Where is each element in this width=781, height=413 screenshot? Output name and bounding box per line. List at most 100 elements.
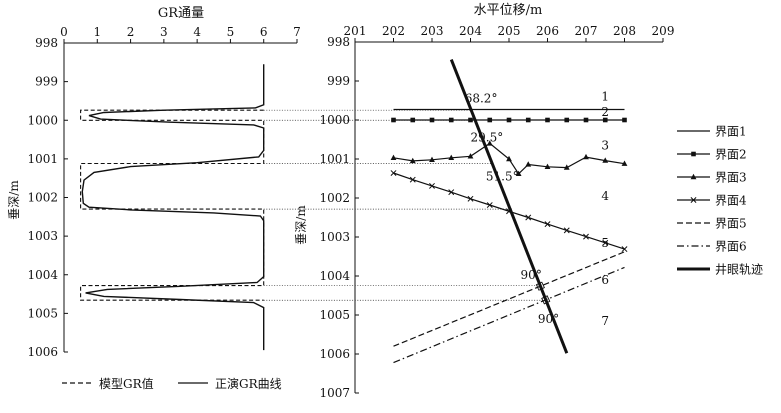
interface-line [393, 251, 625, 347]
right-x-tick-label: 204 [459, 24, 482, 38]
chart-annotation: 90° [521, 268, 542, 282]
left-x-tick-label: 5 [227, 25, 235, 39]
right-y-tick-label: 1005 [319, 308, 350, 322]
square-marker [487, 117, 493, 123]
triangle-marker [544, 163, 551, 169]
right-y-tick-label: 998 [327, 35, 350, 49]
interface-series-3 [390, 140, 628, 177]
triangle-marker [583, 153, 589, 160]
forward-gr-series [81, 64, 265, 351]
x-marker [544, 221, 551, 228]
interface-series-5 [393, 251, 625, 347]
left-x-tick-label: 2 [127, 25, 135, 39]
well-trajectory-line [449, 59, 569, 354]
legend-label: 界面5 [715, 217, 747, 231]
left-x-tick-label: 7 [293, 25, 301, 39]
triangle-marker [429, 156, 435, 162]
x-marker [390, 170, 397, 176]
legend-label: 界面3 [715, 171, 747, 185]
right-x-tick-label: 206 [536, 24, 559, 38]
right-y-tick-label: 1001 [319, 152, 350, 166]
triangle-marker [515, 170, 522, 177]
x-marker [525, 214, 532, 221]
right-x-tick-label: 203 [421, 24, 444, 38]
chart-annotation: 68.2° [465, 91, 498, 105]
right-axes: 201 202 203 204 205 206 207 208 209 998 999 1000 100… [319, 24, 674, 400]
triangle-marker [409, 157, 416, 164]
right-y-tick-label: 1006 [319, 347, 350, 361]
interface-series-6 [393, 266, 625, 364]
legend-label: 界面1 [715, 125, 747, 139]
legend-item: 界面3 [677, 171, 747, 185]
right-x-tick-label: 202 [382, 24, 405, 38]
right-y-tick-label: 1007 [319, 386, 350, 400]
right-y-axis-label: 垂深/m [294, 205, 308, 245]
interface-series-2 [391, 117, 627, 123]
legend-item: 界面5 [677, 217, 747, 231]
x-marker [583, 233, 589, 240]
square-marker [622, 117, 627, 123]
left-chart-title: GR通量 [158, 6, 204, 21]
triangle-marker [525, 161, 532, 167]
square-marker [448, 117, 454, 123]
x-marker [467, 195, 474, 202]
x-marker [429, 182, 435, 189]
left-y-tick-label: 998 [35, 36, 58, 50]
chart-annotation: 3 [601, 138, 609, 152]
right-x-tick-label: 208 [613, 24, 636, 38]
right-y-tick-label: 1003 [319, 230, 350, 244]
legend-item: 界面6 [677, 240, 747, 254]
triangle-marker [390, 154, 397, 161]
left-y-tick-label: 1003 [27, 229, 58, 243]
square-marker [525, 117, 531, 123]
left-y-tick-label: 1000 [27, 113, 58, 127]
left-y-tick-label: 1001 [27, 152, 58, 166]
gr-log-panel: GR通量 垂深/m 0 1 2 3 4 5 6 7 998 999 1000 1001 1002 1003… [7, 6, 301, 359]
interface-series-7 [449, 59, 569, 354]
right-annotations: 68.2° 29.5° 51.5° 90° 90° 12 3 4 5 6 7 [465, 90, 610, 328]
x-marker [486, 202, 493, 208]
right-y-tick-label: 1002 [319, 191, 350, 205]
square-marker [391, 117, 396, 123]
left-y-axis-label: 垂深/m [7, 180, 21, 220]
chart-annotation: 7 [601, 314, 609, 328]
chart-annotation: 90° [538, 312, 559, 326]
right-angle-marker [541, 295, 551, 305]
right-x-tick-label: 205 [498, 24, 521, 38]
depth-guide-lines [263, 109, 547, 301]
legend-item: 界面1 [677, 125, 747, 139]
left-y-tick-label: 1006 [27, 345, 58, 359]
legend-item: 井眼轨迹 [677, 263, 763, 277]
right-y-tick-label: 1000 [319, 113, 350, 127]
chart-annotation: 4 [601, 189, 609, 203]
square-marker [691, 151, 696, 157]
right-series [390, 59, 628, 364]
interface-series-4 [390, 170, 628, 253]
square-marker [429, 117, 435, 123]
chart-annotation: 51.5° [486, 169, 519, 183]
square-marker [583, 117, 589, 123]
model-gr-series [80, 109, 265, 301]
left-y-tick-label: 999 [35, 75, 58, 89]
square-marker [410, 117, 416, 123]
right-angle-marker [535, 281, 545, 291]
left-axes: 0 1 2 3 4 5 6 7 998 999 1000 1001 1002 1003 1004 1005 10… [27, 25, 300, 359]
interface-line [393, 266, 625, 364]
triangle-marker [602, 157, 609, 163]
x-marker [690, 197, 697, 203]
chart-annotation: 2 [601, 105, 609, 119]
legend-label-forward-gr: 正演GR曲线 [215, 376, 282, 391]
left-x-tick-label: 3 [160, 25, 168, 39]
bottom-legend: 模型GR值 正演GR曲线 [62, 376, 282, 391]
interface-model-panel: 水平位移/m 垂深/m 201 202 203 204 205 206 207 208 209 9… [294, 3, 674, 400]
left-y-tick-label: 1005 [27, 306, 58, 320]
square-marker [545, 117, 550, 123]
x-marker [409, 176, 416, 183]
chart-annotation: 29.5° [471, 130, 504, 144]
square-marker [602, 117, 608, 123]
legend-label: 井眼轨迹 [715, 263, 763, 277]
legend-label: 界面6 [715, 240, 747, 254]
x-marker [563, 227, 570, 234]
right-x-tick-label: 209 [652, 24, 675, 38]
